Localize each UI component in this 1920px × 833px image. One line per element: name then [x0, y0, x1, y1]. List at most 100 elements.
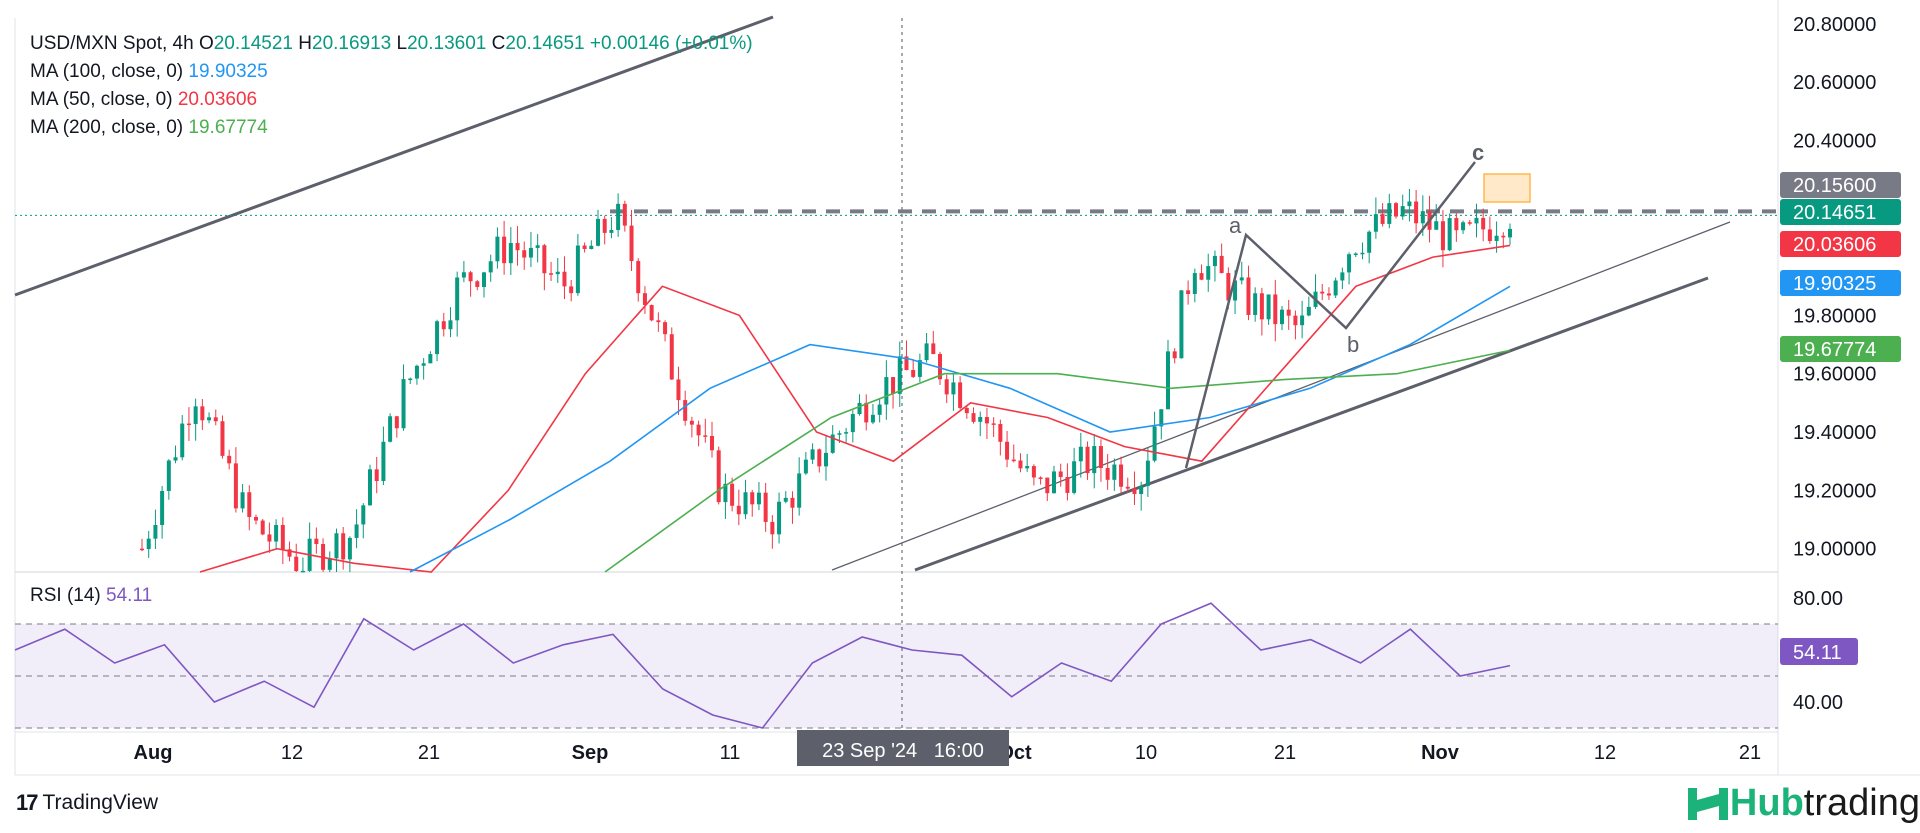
candle-body	[166, 460, 171, 491]
candle-body	[1219, 255, 1224, 274]
candle-body	[160, 490, 165, 525]
candle-body	[716, 450, 721, 503]
open-label: O	[198, 33, 214, 54]
candle-body	[193, 406, 198, 424]
candle-body	[441, 321, 446, 330]
candle-body	[314, 538, 319, 545]
price-axis-badge	[1780, 270, 1901, 296]
candle-body	[817, 449, 822, 467]
candle-body	[763, 492, 768, 522]
candle-body	[334, 533, 339, 559]
candle-body	[421, 363, 426, 366]
candle-body	[220, 421, 225, 456]
ma50-row[interactable]: MA (50, close, 0) 20.03606	[30, 86, 753, 114]
time-tick-label: 12	[281, 742, 303, 764]
time-tick-label: Sep	[572, 742, 609, 764]
crosshair-time-badge	[797, 730, 1009, 766]
candle-body	[260, 520, 265, 535]
symbol-label[interactable]: USD/MXN Spot, 4h	[30, 33, 194, 54]
ma200-row[interactable]: MA (200, close, 0) 19.67774	[30, 114, 753, 142]
candle-body	[1239, 277, 1244, 281]
candle-body	[1508, 228, 1512, 238]
candle-body	[327, 558, 332, 570]
ma100-value: 19.90325	[188, 61, 268, 82]
candle-body	[958, 382, 963, 408]
high-value: 20.16913	[312, 33, 392, 54]
candle-body	[294, 556, 299, 571]
candle-body	[535, 245, 540, 248]
candle-body	[414, 365, 419, 379]
candle-body	[951, 382, 956, 395]
candle-body	[388, 416, 393, 442]
candle-body	[1132, 488, 1137, 495]
candle-body	[1447, 218, 1452, 251]
candle-body	[1105, 467, 1110, 480]
candle-body	[428, 354, 433, 364]
candle-body	[455, 277, 460, 321]
price-tick-label: 20.60000	[1793, 72, 1876, 94]
candle-body	[616, 203, 621, 230]
candle-body	[683, 400, 688, 421]
chart-legend: USD/MXN Spot, 4h O20.14521 H20.16913 L20…	[30, 30, 753, 142]
candle-body	[917, 360, 922, 377]
tradingview-wordmark: TradingView	[42, 791, 159, 814]
tradingview-logo[interactable]: 17 TradingView	[16, 790, 158, 816]
candle-body	[1320, 291, 1325, 294]
candle-body	[1380, 214, 1385, 224]
candle-body	[1300, 315, 1305, 326]
candle-body	[1125, 486, 1130, 489]
candle-body	[911, 370, 916, 377]
candle-body	[1360, 252, 1365, 255]
candle-body	[1233, 280, 1238, 301]
candle-body	[408, 378, 413, 381]
rsi-legend[interactable]: RSI (14) 54.11	[30, 585, 152, 607]
candle-body	[803, 459, 808, 474]
candle-body	[233, 463, 238, 509]
candle-body	[1166, 351, 1170, 410]
candle-body	[1025, 466, 1030, 469]
candle-body	[1373, 214, 1378, 232]
target-box	[1483, 173, 1531, 203]
candle-body	[944, 379, 949, 395]
candle-body	[582, 245, 587, 250]
candle-body	[1306, 306, 1311, 316]
ma100-row[interactable]: MA (100, close, 0) 19.90325	[30, 58, 753, 86]
candle-body	[656, 320, 661, 323]
lower-channel-line	[914, 276, 1709, 572]
candle-body	[575, 245, 580, 294]
candle-body	[1192, 273, 1197, 294]
candle-body	[274, 524, 279, 542]
candle-body	[1058, 471, 1063, 478]
candle-body	[1045, 477, 1050, 494]
ma100-label: MA (100, close, 0)	[30, 61, 184, 82]
candle-body	[1246, 277, 1251, 315]
rsi-label: RSI (14)	[30, 585, 101, 606]
candle-body	[837, 433, 842, 435]
candle-body	[475, 281, 480, 287]
candle-body	[173, 457, 178, 461]
candle-body	[1353, 253, 1358, 256]
ma100-line	[409, 285, 1511, 573]
candle-body	[1333, 280, 1338, 296]
candle-body	[1159, 409, 1164, 427]
candle-body	[770, 521, 775, 535]
rsi-axis-badge	[1780, 638, 1858, 665]
time-tick-label: 10	[1135, 742, 1157, 764]
candle-body	[528, 247, 533, 258]
candle-body	[1494, 235, 1499, 242]
candle-body	[280, 524, 285, 550]
rsi-line	[14, 602, 1511, 729]
candle-body	[1199, 273, 1204, 280]
candle-body	[1326, 293, 1331, 296]
price-tick-label: 20.40000	[1793, 130, 1876, 152]
candle-body	[1072, 461, 1077, 493]
candle-body	[254, 517, 258, 521]
candle-body	[1098, 446, 1103, 468]
candle-body	[488, 261, 493, 273]
price-axis-badge-label: 20.15600	[1793, 175, 1876, 197]
candle-body	[1092, 446, 1097, 474]
candle-body	[710, 435, 714, 451]
open-value: 20.14521	[213, 33, 293, 54]
candle-body	[622, 203, 627, 226]
